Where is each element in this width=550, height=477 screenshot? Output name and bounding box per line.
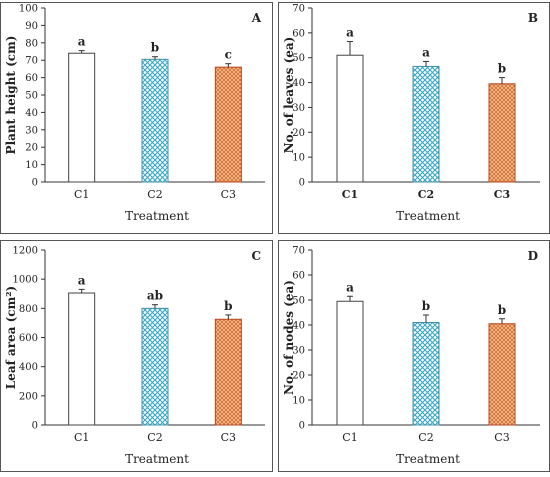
y-tick-label: 100	[19, 4, 38, 15]
y-tick-label: 30	[292, 103, 305, 114]
y-tick-label: 40	[292, 78, 305, 89]
panel-letter: C	[251, 249, 261, 263]
y-tick-label: 600	[19, 333, 38, 344]
bar-c3	[488, 83, 516, 183]
y-tick-label: 50	[292, 296, 305, 307]
bar-c1	[68, 52, 96, 183]
x-tick-label: C1	[74, 188, 89, 201]
y-tick-label: 50	[25, 91, 38, 102]
bar-c1	[336, 300, 364, 426]
bar-c2	[141, 58, 169, 183]
y-tick-label: 30	[25, 125, 38, 136]
y-tick-label: 30	[292, 346, 305, 357]
y-tick-label: 90	[25, 21, 38, 32]
x-axis-label: Treatment	[396, 209, 460, 223]
y-tick-label: 0	[32, 178, 38, 189]
bar-c1	[336, 54, 364, 183]
x-tick-label: C3	[494, 188, 510, 201]
y-tick-label: 20	[292, 371, 305, 382]
significance-label: b	[498, 62, 506, 76]
y-axis-label: Plant height (cm)	[4, 36, 18, 155]
y-axis-label: No. of nodes (ea)	[282, 280, 296, 395]
panel-letter: D	[528, 249, 538, 263]
significance-label: a	[346, 26, 354, 40]
x-tick-label: C1	[74, 431, 89, 444]
x-tick-label: C3	[494, 431, 509, 444]
y-tick-label: 70	[292, 4, 305, 15]
bar-c1	[68, 292, 96, 426]
x-tick-label: C2	[147, 188, 162, 201]
y-tick-label: 400	[19, 362, 38, 373]
significance-label: a	[78, 35, 86, 49]
bar-c3	[488, 323, 516, 426]
significance-label: b	[422, 299, 430, 313]
y-tick-label: 1200	[13, 246, 38, 257]
significance-label: b	[151, 41, 159, 55]
y-tick-label: 0	[299, 421, 305, 432]
panel-frame	[0, 2, 273, 234]
x-axis-label: Treatment	[125, 209, 189, 223]
y-tick-label: 200	[19, 391, 38, 402]
y-tick-label: 0	[32, 421, 38, 432]
chart-panel-a: 0 10 20 30 40 50 60 70 80 90 100 a C1 b C2 c C3 Treatment…	[0, 2, 273, 234]
y-axis-label: No. of leaves (ea)	[282, 37, 296, 154]
bar-c2	[412, 322, 440, 426]
panel-letter: B	[528, 11, 538, 25]
y-tick-label: 60	[292, 271, 305, 282]
y-tick-label: 60	[292, 28, 305, 39]
x-tick-label: C2	[418, 431, 433, 444]
x-tick-label: C3	[221, 431, 236, 444]
y-tick-label: 50	[292, 53, 305, 64]
y-tick-label: 60	[25, 73, 38, 84]
x-tick-label: C1	[342, 188, 358, 201]
y-tick-label: 10	[25, 160, 38, 171]
significance-label: ab	[147, 289, 163, 303]
significance-label: c	[225, 48, 232, 62]
y-tick-label: 20	[292, 128, 305, 139]
y-tick-label: 80	[25, 38, 38, 49]
bar-c3	[214, 318, 242, 426]
bar-c2	[141, 307, 169, 426]
significance-label: a	[422, 45, 430, 59]
x-axis-label: Treatment	[396, 452, 460, 466]
y-tick-label: 70	[25, 56, 38, 67]
y-tick-label: 800	[19, 304, 38, 315]
x-tick-label: C2	[147, 431, 162, 444]
significance-label: a	[346, 280, 354, 294]
x-tick-label: C1	[342, 431, 357, 444]
bar-c2	[412, 65, 440, 183]
chart-panel-b: 0 10 20 30 40 50 60 70 a C1 a C2 b C3 Treatment No. of …	[278, 2, 550, 234]
panel-letter: A	[251, 11, 262, 25]
bar-c3	[214, 66, 242, 183]
x-tick-label: C3	[221, 188, 236, 201]
y-tick-label: 1000	[13, 275, 38, 286]
y-tick-label: 0	[299, 178, 305, 189]
y-axis-label: Leaf area (cm²)	[4, 286, 18, 390]
chart-panel-c: 0 200 400 600 800 1000 1200 a C1 ab C2 b C3 Treatment…	[0, 240, 273, 472]
significance-label: a	[78, 273, 86, 287]
significance-label: b	[224, 299, 232, 313]
y-tick-label: 10	[292, 396, 305, 407]
y-tick-label: 40	[25, 108, 38, 119]
x-axis-label: Treatment	[125, 452, 189, 466]
y-tick-label: 20	[25, 143, 38, 154]
y-tick-label: 40	[292, 321, 305, 332]
chart-panel-d: 0 10 20 30 40 50 60 70 a C1 b C2 b C3 Treatment No. of …	[278, 240, 550, 472]
x-tick-label: C2	[418, 188, 434, 201]
y-tick-label: 10	[292, 153, 305, 164]
significance-label: b	[498, 303, 506, 317]
y-tick-label: 70	[292, 246, 305, 257]
